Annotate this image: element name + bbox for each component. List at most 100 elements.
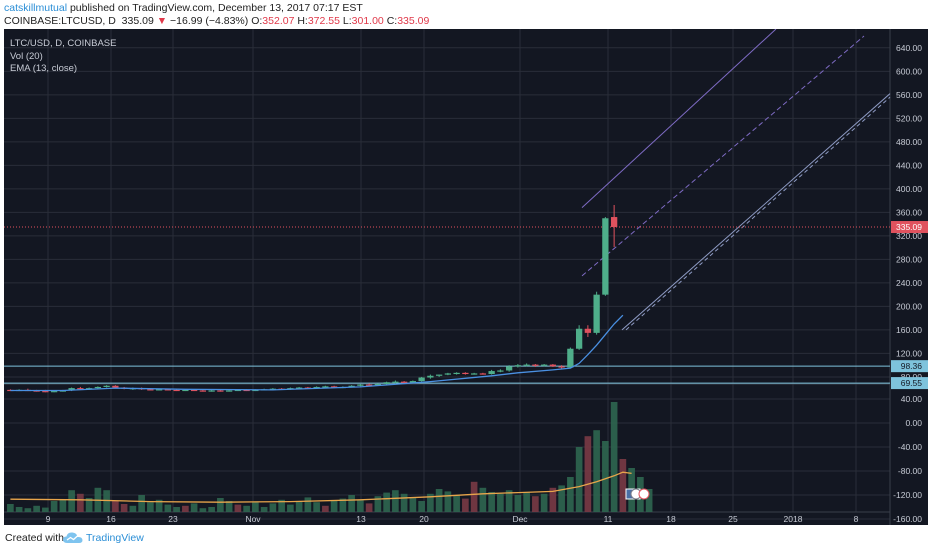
legend-volume[interactable]: Vol (20) [10, 50, 43, 62]
author-link[interactable]: catskillmutual [4, 2, 68, 14]
volume-bar [269, 503, 277, 512]
chart-legend: LTC/USD, D, COINBASE Vol (20) EMA (13, c… [10, 38, 116, 76]
time-tick-label: 8 [854, 514, 859, 524]
volume-bar [505, 490, 513, 512]
candle-body [505, 366, 513, 371]
volume-bar [374, 496, 382, 512]
volume-tick-label: 40.00 [901, 394, 923, 404]
volume-bar [322, 505, 329, 512]
price-tick-label: 200.00 [896, 301, 922, 311]
time-tick-label: 23 [168, 514, 178, 524]
volume-bar [549, 487, 557, 512]
candle-body [435, 374, 443, 376]
candle-body [540, 364, 548, 366]
volume-bar [558, 485, 565, 512]
volume-bar [575, 447, 583, 512]
channel-lower-line [621, 93, 891, 331]
low-value: 301.00 [351, 15, 384, 27]
volume-bar [584, 436, 592, 512]
volume-bar [427, 493, 434, 512]
volume-bar [567, 477, 574, 512]
candle-body [243, 389, 250, 392]
volume-bar [453, 495, 460, 512]
volume-bar [532, 496, 539, 512]
time-tick-label: 11 [604, 514, 613, 524]
volume-bar [260, 507, 268, 512]
tradingview-cloud-icon[interactable] [63, 531, 83, 545]
volume-tick-label: -40.00 [898, 442, 922, 452]
volume-tick-label: -120.00 [893, 490, 922, 500]
last-price-badge: 335.09 [896, 222, 922, 232]
tradingview-brand[interactable]: TradingView [86, 532, 144, 544]
candle-body [94, 386, 102, 389]
published-text: published on TradingView.com, December 1… [67, 2, 363, 14]
candle-body [147, 389, 154, 391]
candle-body [42, 391, 49, 393]
candle-body [523, 364, 530, 366]
volume-bar [68, 490, 75, 512]
chart-panel[interactable]: 9 16 23 Nov 13 20 Dec 11 18 25 2018 8 80.00 120.00 160… [4, 29, 928, 525]
volume-bar [593, 430, 600, 512]
candle-body [462, 372, 469, 375]
candle-body [348, 385, 355, 387]
candle-body [365, 384, 373, 386]
volume-bar [278, 499, 285, 512]
volume-bar [400, 493, 408, 512]
candle-body [322, 386, 329, 388]
candle-body [392, 381, 399, 383]
candle-body [313, 386, 320, 389]
volume-bar [138, 495, 145, 512]
legend-ema[interactable]: EMA (13, close) [10, 63, 78, 74]
volume-bar [479, 487, 487, 512]
candle-body [400, 381, 408, 383]
candle-body [112, 385, 119, 388]
ohlc-line: COINBASE:LTCUSD, D 335.09 ▼ −16.99 (−4.8… [4, 15, 429, 27]
channel-lower-dashed-line [625, 96, 891, 331]
time-tick-label: 2018 [784, 514, 803, 524]
volume-bar [383, 492, 390, 512]
candle-body [409, 381, 417, 383]
candle-body [77, 388, 84, 390]
legend-symbol[interactable]: LTC/USD, D, COINBASE [10, 38, 117, 49]
volume-bar [77, 493, 84, 512]
volume-bar [208, 507, 215, 512]
open-label: O: [251, 15, 263, 27]
volume-bar [155, 499, 163, 512]
price-tick-label: 320.00 [896, 231, 922, 241]
low-label: L: [342, 15, 352, 27]
chart-canvas[interactable]: 9 16 23 Nov 13 20 Dec 11 18 25 2018 8 80.00 120.00 160… [4, 29, 928, 525]
close-label: C: [386, 15, 398, 27]
last-price: 335.09 [121, 15, 154, 27]
chart-header: catskillmutual published on TradingView.… [0, 0, 932, 28]
time-tick-label: Nov [245, 514, 261, 524]
volume-bar [409, 497, 417, 512]
volume-bar [540, 493, 548, 512]
candle-body [295, 387, 303, 389]
candle-body [374, 384, 382, 386]
price-tick-label: 240.00 [896, 278, 922, 288]
candle-body [497, 370, 504, 372]
volume-bar [392, 490, 399, 512]
volume-bar [33, 505, 40, 512]
price-tick-label: 280.00 [896, 254, 922, 264]
time-tick-label: 13 [356, 514, 366, 524]
symbol-label: COINBASE:LTCUSD, D [4, 15, 116, 27]
volume-bar [85, 498, 93, 512]
publish-line: catskillmutual published on TradingView.… [4, 2, 363, 14]
time-tick-label: Dec [512, 514, 528, 524]
time-tick-label: 18 [666, 514, 676, 524]
volume-bar [217, 498, 224, 512]
volume-bar [252, 502, 259, 512]
volume-bar [619, 459, 627, 512]
volume-bar [164, 504, 172, 512]
volume-bar [234, 504, 242, 512]
price-tick-label: 400.00 [896, 184, 922, 194]
volume-ma-line [10, 471, 632, 503]
price-tick-label: 120.00 [896, 348, 922, 358]
volume-bar [7, 504, 14, 512]
candle-body [532, 364, 539, 366]
candle-body [252, 389, 259, 392]
volume-bar [418, 501, 425, 512]
candle-body [610, 217, 618, 228]
channel-mid-line [581, 35, 865, 277]
